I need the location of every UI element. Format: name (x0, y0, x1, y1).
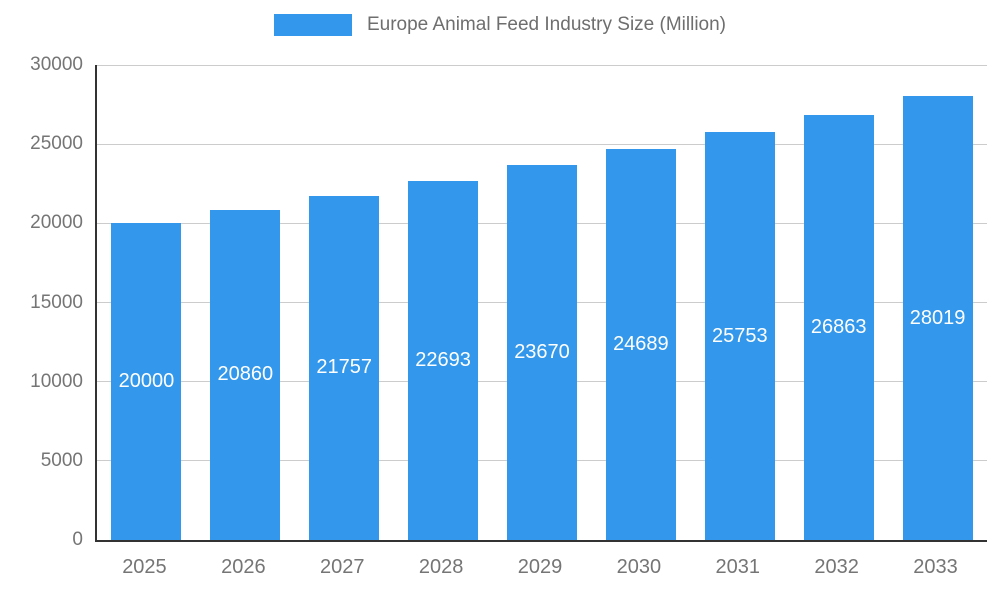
legend-swatch (273, 14, 352, 36)
bar-value-label: 25753 (711, 324, 768, 347)
gridline-25000 (97, 143, 987, 145)
chart-legend: Europe Animal Feed Industry Size (Millio… (0, 12, 1000, 38)
y-axis-tick-label: 15000 (30, 291, 83, 313)
y-axis-tick-label: 10000 (30, 370, 83, 392)
x-axis-tick-label: 2025 (122, 556, 167, 578)
bar-2030: 24689 (605, 149, 676, 540)
x-axis-tick-label: 2026 (221, 556, 266, 578)
bar-2028: 22693 (408, 180, 479, 540)
bar-value-label: 24689 (613, 333, 669, 356)
bar-2033: 28019 (902, 96, 973, 540)
y-axis-tick-label: 5000 (40, 449, 83, 471)
bar-2032: 26863 (803, 114, 874, 540)
y-axis-tick-label: 25000 (30, 133, 83, 155)
bar-value-label: 20860 (217, 363, 274, 386)
y-axis-tick-label: 20000 (30, 212, 83, 234)
x-axis-tick-label: 2028 (418, 556, 464, 578)
bar-value-label: 26863 (810, 315, 867, 338)
bar-2025: 20000 (111, 223, 182, 540)
plot-area: 20000 20860 21757 22693 23670 24689 25753 26863… (95, 64, 987, 542)
bar-2026: 20860 (210, 209, 281, 540)
bar-value-label: 20000 (118, 370, 175, 393)
bar-2031: 25753 (704, 132, 775, 540)
x-axis-tick-label: 2033 (913, 556, 958, 578)
bar-value-label: 21757 (316, 356, 373, 379)
bar-2027: 21757 (309, 195, 380, 540)
y-axis-tick-label: 30000 (30, 54, 83, 75)
x-axis-tick-label: 2027 (319, 556, 365, 578)
bar-value-label: 23670 (514, 341, 570, 364)
x-axis-tick-label: 2029 (517, 556, 563, 578)
bar-value-label: 28019 (909, 306, 966, 329)
y-axis-tick-label: 0 (72, 529, 83, 550)
chart-title: Europe Animal Feed Industry Size (Millio… (366, 14, 727, 35)
bar-value-label: 22693 (415, 348, 471, 371)
x-axis-tick-label: 2032 (814, 556, 859, 578)
bar-2029: 23670 (507, 165, 577, 540)
gridline-30000 (97, 64, 987, 66)
x-axis-tick-label: 2030 (616, 556, 662, 578)
x-axis-tick-label: 2031 (715, 556, 761, 578)
